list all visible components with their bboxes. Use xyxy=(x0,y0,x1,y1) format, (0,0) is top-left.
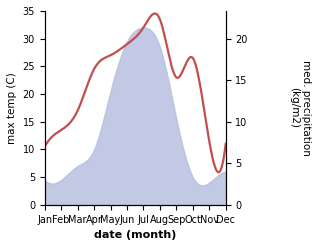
Y-axis label: max temp (C): max temp (C) xyxy=(7,72,17,144)
Y-axis label: med. precipitation
(kg/m2): med. precipitation (kg/m2) xyxy=(289,60,311,156)
X-axis label: date (month): date (month) xyxy=(94,230,176,240)
